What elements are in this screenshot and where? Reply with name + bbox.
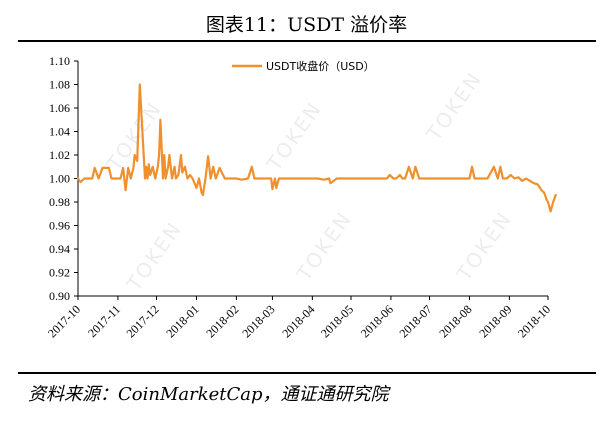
watermark-text: TOKEN (121, 217, 186, 296)
x-tick-label: 2018-01 (163, 302, 201, 340)
x-tick-label: 2017-12 (123, 302, 161, 340)
y-tick-label: 1.00 (49, 172, 70, 186)
x-tick-label: 2018-07 (396, 302, 434, 340)
x-tick-label: 2017-10 (45, 302, 83, 340)
x-tick-label: 2018-04 (279, 302, 317, 340)
x-tick-label: 2018-09 (476, 302, 514, 340)
legend: USDT收盘价（USD） (232, 59, 375, 73)
title-rule (18, 40, 596, 42)
y-tick-label: 1.04 (49, 125, 70, 139)
y-axis-ticks: 0.90 0.92 0.94 0.96 0.98 1.00 1.02 1.04 1.06 1.08… (49, 54, 78, 303)
x-tick-label: 2018-05 (318, 302, 356, 340)
x-axis-ticks: 2017-10 2017-11 2017-12 2018-01 2018-022018-… (45, 296, 553, 340)
figure-title: 图表11：USDT 溢价率 (205, 14, 408, 36)
series-line (76, 83, 557, 213)
y-tick-label: 0.92 (49, 266, 70, 280)
watermark-text: TOKEN (291, 207, 356, 286)
y-tick-label: 0.96 (49, 219, 70, 233)
y-tick-label: 0.94 (49, 242, 70, 256)
y-tick-label: 1.02 (49, 148, 70, 162)
watermark-text: TOKEN (261, 97, 326, 176)
source-note: 资料来源：CoinMarketCap，通证通研究院 (28, 384, 389, 405)
x-tick-label: 2018-06 (358, 302, 396, 340)
y-tick-label: 0.98 (49, 195, 70, 209)
y-tick-label: 1.08 (49, 78, 70, 92)
x-tick-label: 2017-11 (85, 302, 123, 340)
x-tick-label: 2018-03 (239, 302, 277, 340)
series-layer (76, 83, 557, 213)
source-rule (18, 372, 596, 374)
watermark-text: TOKEN (451, 207, 516, 286)
watermark-text: TOKEN (421, 67, 486, 146)
x-tick-label: 2018-10 (515, 302, 553, 340)
x-tick-label: 2018-02 (203, 302, 241, 340)
x-tick-label: 2018-08 (436, 302, 474, 340)
y-tick-label: 1.10 (49, 54, 70, 68)
y-tick-label: 0.90 (49, 289, 70, 303)
legend-label: USDT收盘价（USD） (266, 59, 375, 73)
y-tick-label: 1.06 (49, 101, 70, 115)
